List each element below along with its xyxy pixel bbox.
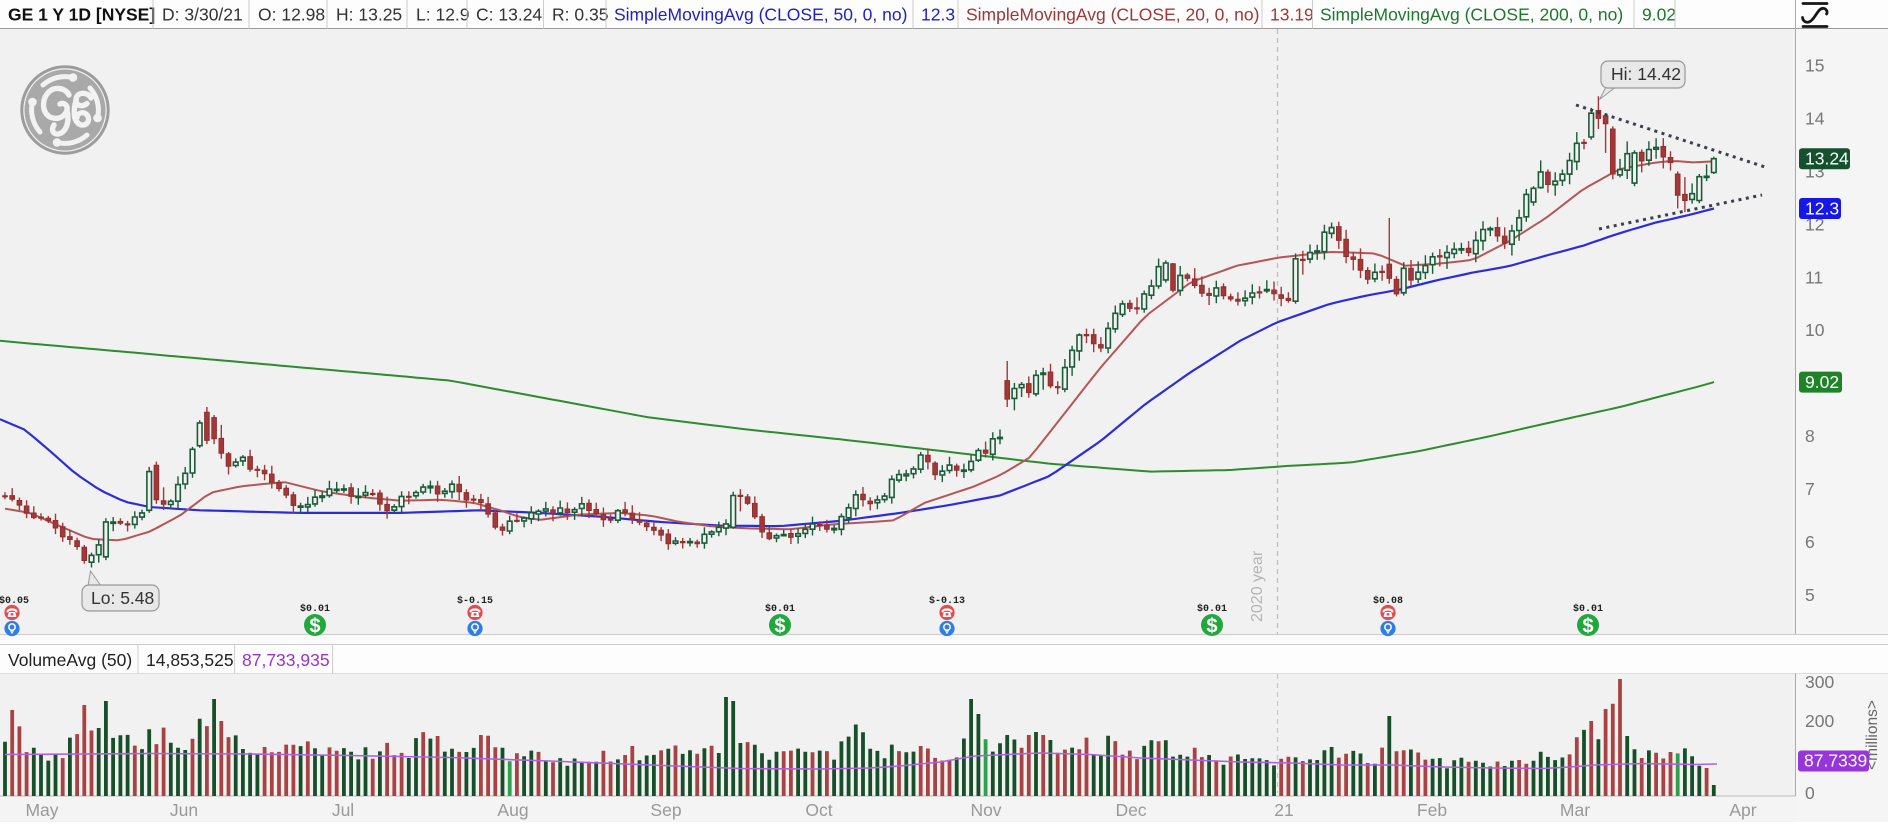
svg-text:C: 13.24: C: 13.24 [476,5,542,25]
svg-text:$0.05: $0.05 [0,595,29,607]
svg-text:Hi: 14.42: Hi: 14.42 [1611,64,1681,84]
svg-text:O: 12.98: O: 12.98 [258,5,325,25]
svg-text:14,853,525: 14,853,525 [146,650,234,670]
svg-text:13.19: 13.19 [1270,5,1314,25]
svg-text:SimpleMovingAvg (CLOSE, 20, 0,: SimpleMovingAvg (CLOSE, 20, 0, no) [966,5,1259,25]
svg-text:12.3: 12.3 [921,5,955,25]
svg-text:Feb: Feb [1417,800,1447,820]
svg-text:SimpleMovingAvg (CLOSE, 200, 0: SimpleMovingAvg (CLOSE, 200, 0, no) [1320,5,1623,25]
svg-text:Dec: Dec [1115,800,1146,820]
svg-text:87,733,935: 87,733,935 [242,650,330,670]
svg-text:2020 year: 2020 year [1249,550,1266,622]
svg-text:Apr: Apr [1729,800,1756,820]
svg-text:$: $ [309,616,321,639]
svg-text:14: 14 [1805,109,1825,129]
svg-text:11: 11 [1805,267,1823,287]
svg-text:Lo: 5.48: Lo: 5.48 [91,588,154,608]
svg-text:$0.01: $0.01 [1197,603,1227,615]
svg-text:8: 8 [1805,426,1815,446]
svg-text:$0.01: $0.01 [300,603,330,615]
svg-text:15: 15 [1805,56,1824,76]
svg-text:$: $ [774,616,786,639]
svg-text:GE 1 Y 1D [NYSE]: GE 1 Y 1D [NYSE] [8,5,155,25]
svg-text:$0.01: $0.01 [1573,603,1603,615]
svg-text:$: $ [1206,616,1218,639]
svg-text:7: 7 [1805,479,1815,499]
svg-text:87.7339: 87.7339 [1804,751,1867,771]
svg-text:May: May [25,800,58,820]
svg-text:0: 0 [1805,783,1815,803]
svg-text:Nov: Nov [970,800,1001,820]
svg-text:10: 10 [1805,320,1825,340]
svg-text:$0.01: $0.01 [765,603,795,615]
svg-text:L: 12.9: L: 12.9 [416,5,470,25]
svg-text:Jul: Jul [332,800,354,820]
svg-text:Mar: Mar [1560,800,1590,820]
svg-text:Jun: Jun [170,800,198,820]
svg-text:VolumeAvg (50): VolumeAvg (50) [8,650,132,670]
svg-text:5: 5 [1805,585,1815,605]
svg-text:Oct: Oct [805,800,832,820]
svg-text:13.24: 13.24 [1805,149,1849,169]
svg-text:D: 3/30/21: D: 3/30/21 [162,5,243,25]
svg-text:9.02: 9.02 [1805,372,1839,392]
svg-text:R: 0.35: R: 0.35 [552,5,608,25]
svg-text:Sep: Sep [650,800,681,820]
svg-text:12.3: 12.3 [1805,198,1839,218]
svg-text:SimpleMovingAvg (CLOSE, 50, 0,: SimpleMovingAvg (CLOSE, 50, 0, no) [614,5,907,25]
svg-text:9.02: 9.02 [1642,5,1676,25]
svg-text:Aug: Aug [497,800,528,820]
svg-text:<millions>: <millions> [1864,700,1881,770]
svg-text:200: 200 [1805,711,1834,731]
svg-text:6: 6 [1805,532,1815,552]
svg-text:H: 13.25: H: 13.25 [336,5,402,25]
svg-text:300: 300 [1805,672,1834,692]
svg-text:21: 21 [1274,800,1293,820]
svg-text:$: $ [1582,616,1594,639]
